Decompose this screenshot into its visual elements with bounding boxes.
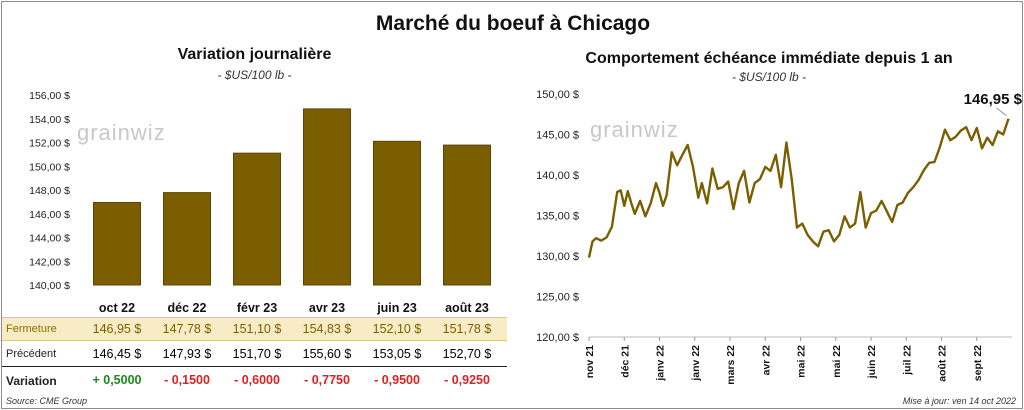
main-title: Marché du boeuf à Chicago	[375, 12, 651, 35]
variation-cell: - 0,9250	[444, 373, 490, 387]
variation-cell: - 0,9500	[374, 373, 420, 387]
right-chart-unit: - $US/100 lb -	[731, 70, 807, 84]
close-cell: 151,78 $	[442, 322, 492, 336]
bar-x-tick-label: avr 23	[309, 301, 345, 315]
variation-row: Variation + 0,5000 - 0,1500 - 0,6000 - 0,77…	[2, 369, 507, 393]
variation-cell: + 0,5000	[92, 373, 142, 387]
bar-x-tick-label: déc 22	[168, 301, 207, 315]
line-x-tick-label: mai 22	[796, 345, 808, 378]
left-chart-title: Variation journalière	[177, 46, 332, 63]
bar-3	[303, 108, 351, 286]
bar-y-tick-label: 154,00 $	[29, 114, 70, 126]
line-y-tick-label: 130,00 $	[536, 251, 579, 263]
bar-y-tick-label: 148,00 $	[29, 185, 70, 197]
variation-cell: - 0,6000	[234, 373, 280, 387]
line-x-tick-label: juin 22	[866, 345, 878, 379]
line-x-tick-label: nov 21	[584, 345, 596, 378]
bar-y-tick-label: 152,00 $	[29, 138, 70, 150]
variation-label: Variation	[6, 374, 57, 388]
line-y-tick-label: 120,00 $	[536, 332, 579, 344]
variation-cell: - 0,1500	[164, 373, 210, 387]
close-cell: 147,78 $	[162, 322, 212, 336]
source-note: Source: CME Group	[6, 396, 88, 406]
bar-chart: 140,00 $ 142,00 $ 144,00 $ 146,00 $ 148,00 $…	[29, 90, 491, 315]
close-row: Fermeture 146,95 $ 147,78 $ 151,10 $ 154,83…	[2, 317, 507, 341]
close-cell: 151,10 $	[232, 322, 282, 336]
previous-row: Précédent 146,45 $ 147,93 $ 151,70 $ 155,60…	[2, 343, 507, 367]
bar-y-tick-label: 146,00 $	[29, 209, 70, 221]
bar-x-tick-label: oct 22	[99, 301, 135, 315]
line-y-tick-label: 140,00 $	[536, 170, 579, 182]
annotation-leader	[996, 107, 1007, 117]
bar-4	[373, 140, 421, 286]
bar-5	[443, 144, 491, 286]
line-x-tick-label: déc 21	[619, 345, 631, 378]
line-y-tick-label: 125,00 $	[536, 292, 579, 304]
bar-2	[233, 152, 281, 286]
line-y-tick-label: 150,00 $	[536, 89, 579, 101]
bar-0	[93, 201, 141, 286]
line-x-tick-label: janv 22	[655, 345, 667, 382]
previous-cell: 146,45 $	[92, 347, 142, 361]
last-price-annotation: 146,95 $	[964, 91, 1023, 108]
bar-y-tick-label: 144,00 $	[29, 233, 70, 245]
bar-y-tick-label: 156,00 $	[29, 90, 70, 102]
line-x-tick-label: mars 22	[725, 345, 737, 385]
bar-y-tick-label: 140,00 $	[29, 280, 70, 292]
previous-cell: 152,70 $	[442, 347, 492, 361]
grainwiz-logo-right: grainwiz	[590, 117, 679, 142]
left-chart-unit: - $US/100 lb -	[217, 68, 292, 82]
price-line	[587, 118, 1010, 258]
line-x-tick-label: mai 22	[831, 345, 843, 378]
bar-x-tick-label: juin 23	[376, 301, 417, 315]
right-chart-title: Comportement échéance immédiate depuis 1…	[585, 50, 953, 67]
grainwiz-logo: grainwiz	[77, 120, 166, 145]
line-x-tick-label: janv 22	[690, 345, 702, 382]
line-x-tick-label: avr 22	[760, 345, 772, 376]
line-y-tick-label: 135,00 $	[536, 211, 579, 223]
close-cell: 154,83 $	[302, 322, 352, 336]
line-y-tick-label: 145,00 $	[536, 130, 579, 142]
bar-x-tick-label: août 23	[445, 301, 489, 315]
previous-cell: 147,93 $	[162, 347, 212, 361]
line-x-tick-label: juil 22	[901, 345, 913, 376]
bar-x-tick-label: févr 23	[237, 301, 277, 315]
variation-cell: - 0,7750	[304, 373, 350, 387]
close-label: Fermeture	[6, 323, 57, 335]
previous-label: Précédent	[6, 348, 57, 360]
line-x-tick-label: sept 22	[972, 345, 984, 381]
bar-1	[163, 192, 211, 286]
previous-cell: 151,70 $	[232, 347, 282, 361]
close-cell: 152,10 $	[372, 322, 422, 336]
line-chart: 120,00 $ 125,00 $ 130,00 $ 135,00 $ 140,00 $…	[536, 89, 1023, 385]
previous-cell: 153,05 $	[372, 347, 422, 361]
close-cell: 146,95 $	[92, 322, 142, 336]
updated-note: Mise à jour: ven 14 oct 2022	[902, 396, 1016, 406]
bar-y-tick-label: 142,00 $	[29, 256, 70, 268]
line-x-tick-label: août 22	[937, 345, 949, 382]
bar-y-tick-label: 150,00 $	[29, 161, 70, 173]
previous-cell: 155,60 $	[302, 347, 352, 361]
